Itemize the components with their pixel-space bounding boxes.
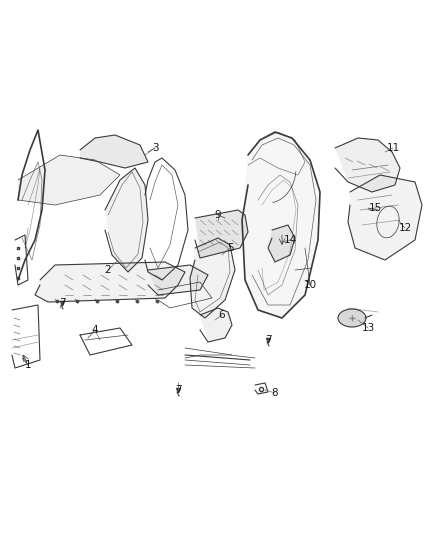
Polygon shape [242,132,320,318]
Polygon shape [348,175,422,260]
Text: 7: 7 [175,385,181,395]
Text: 8: 8 [272,388,278,398]
Polygon shape [18,155,120,205]
Text: 13: 13 [361,323,374,333]
Polygon shape [35,262,185,302]
Polygon shape [195,210,248,258]
Polygon shape [80,135,148,168]
Text: 1: 1 [25,360,31,370]
Text: 14: 14 [283,235,297,245]
Text: 7: 7 [59,298,65,308]
Text: 15: 15 [368,203,381,213]
Text: 12: 12 [399,223,412,233]
Text: 4: 4 [92,325,98,335]
Text: 2: 2 [105,265,111,275]
Polygon shape [335,138,400,192]
Text: 7: 7 [265,335,271,345]
Text: 11: 11 [386,143,399,153]
Polygon shape [268,225,295,262]
Polygon shape [148,265,208,295]
Ellipse shape [338,309,366,327]
Text: 5: 5 [227,243,233,253]
Text: 6: 6 [219,310,225,320]
Polygon shape [105,168,148,272]
Polygon shape [200,308,232,342]
Polygon shape [190,238,235,318]
Text: 9: 9 [215,210,221,220]
Text: 3: 3 [152,143,158,153]
Text: 10: 10 [304,280,317,290]
